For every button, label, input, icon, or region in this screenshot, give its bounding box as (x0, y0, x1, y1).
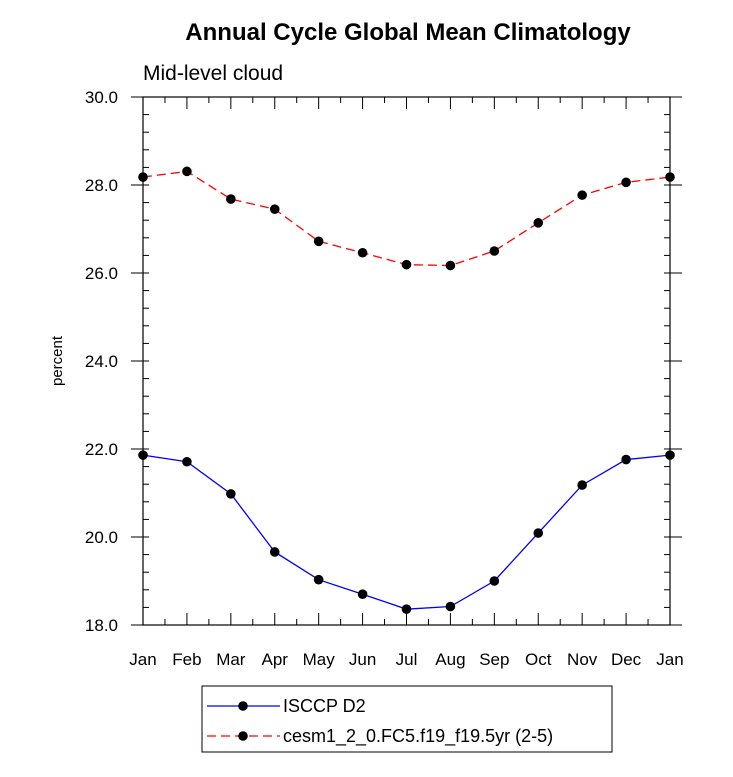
data-point (401, 259, 412, 270)
data-point (226, 489, 236, 499)
legend-label-1: cesm1_2_0.FC5.f19_f19.5yr (2-5) (283, 726, 553, 747)
x-tick-label: Jan (656, 650, 683, 669)
x-tick-label: Nov (567, 650, 598, 669)
data-point (401, 604, 412, 614)
legend-marker-1 (238, 731, 248, 741)
x-tick-label: May (303, 650, 336, 669)
series-layer (138, 166, 675, 614)
legend-box (201, 685, 613, 753)
chart-title: Annual Cycle Global Mean Climatology (185, 19, 631, 46)
plot-frame (142, 96, 671, 626)
x-tick-label: Oct (525, 650, 552, 669)
x-tick-labels: Jan Feb Mar Apr May Jun Jul Aug Sep Oct Nov Dec Jan (129, 650, 683, 669)
data-point (445, 601, 456, 612)
data-point (577, 480, 587, 490)
data-point (665, 172, 675, 182)
x-tick-label: Jul (396, 650, 418, 669)
x-tick-label: Feb (172, 650, 201, 669)
data-point (621, 454, 631, 465)
data-point (445, 260, 456, 271)
data-point (182, 166, 192, 177)
data-point (269, 204, 280, 214)
data-point (489, 576, 500, 586)
x-tick-label: Dec (611, 650, 642, 669)
x-tick-label: Apr (262, 650, 289, 669)
y-tick-label: 22.0 (85, 440, 118, 459)
data-point (226, 194, 236, 204)
data-point (665, 450, 675, 460)
x-tick-label: Aug (435, 650, 465, 669)
data-point (182, 456, 192, 467)
data-point (138, 450, 148, 460)
y-tick-label: 26.0 (85, 264, 118, 283)
data-point (577, 190, 587, 200)
y-tick-label: 18.0 (85, 616, 118, 635)
chart-subtitle: Mid-level cloud (143, 62, 283, 85)
data-point (138, 172, 148, 182)
data-point (313, 574, 324, 585)
series-line-1 (142, 170, 671, 267)
data-point (533, 528, 544, 538)
x-tick-label: Jan (129, 650, 156, 669)
legend-label-0: ISCCP D2 (283, 696, 366, 716)
data-point (313, 236, 324, 247)
data-point (269, 547, 280, 557)
y-axis-label: percent (49, 335, 66, 386)
y-tick-label: 28.0 (85, 176, 118, 195)
data-point (621, 177, 631, 188)
series-line-0 (142, 454, 671, 610)
x-tick-label: Mar (216, 650, 246, 669)
legend-items: ISCCP D2 cesm1_2_0.FC5.f19_f19.5yr (2-5) (207, 696, 553, 747)
y-tick-labels: 18.0 20.0 22.0 24.0 26.0 28.0 30.0 (85, 88, 118, 635)
y-tick-label: 30.0 (85, 88, 118, 107)
y-tick-label: 20.0 (85, 528, 118, 547)
data-point (489, 246, 500, 256)
legend-marker-0 (238, 701, 248, 711)
data-point (533, 218, 544, 228)
data-point (357, 247, 368, 258)
x-tick-label: Sep (479, 650, 509, 669)
data-point (357, 589, 368, 599)
x-tick-label: Jun (349, 650, 376, 669)
axis-ticks (131, 96, 682, 626)
y-tick-label: 24.0 (85, 352, 118, 371)
legend: ISCCP D2 cesm1_2_0.FC5.f19_f19.5yr (2-5) (201, 685, 613, 753)
